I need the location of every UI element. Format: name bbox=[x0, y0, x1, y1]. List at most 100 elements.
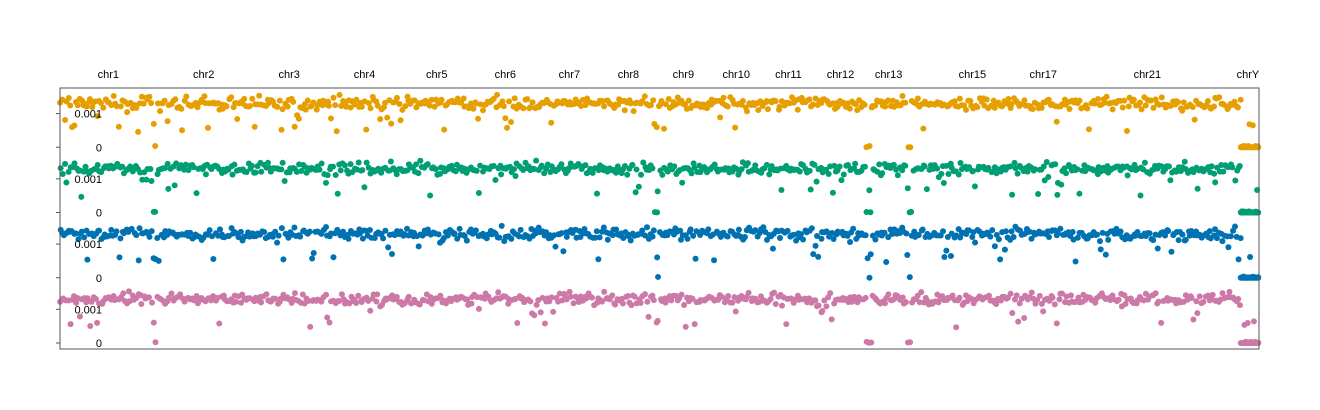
data-point bbox=[251, 123, 258, 130]
data-point bbox=[776, 235, 783, 242]
data-point bbox=[316, 166, 323, 173]
data-point bbox=[1113, 225, 1120, 232]
data-point bbox=[852, 160, 859, 167]
data-point bbox=[1014, 170, 1021, 177]
data-point bbox=[1043, 158, 1050, 165]
data-point bbox=[593, 190, 600, 197]
data-point bbox=[276, 97, 283, 104]
data-point bbox=[815, 253, 822, 260]
data-point bbox=[1219, 238, 1226, 245]
data-point bbox=[359, 235, 366, 242]
data-point bbox=[73, 299, 80, 306]
data-point bbox=[187, 229, 194, 236]
data-point bbox=[809, 101, 816, 108]
data-point bbox=[899, 167, 906, 174]
data-point bbox=[784, 227, 791, 234]
data-point bbox=[1216, 94, 1223, 101]
data-point bbox=[272, 295, 279, 302]
data-point bbox=[1067, 292, 1074, 299]
data-point bbox=[382, 99, 389, 106]
data-point bbox=[494, 91, 501, 98]
data-point bbox=[1247, 254, 1254, 261]
data-point bbox=[1236, 163, 1243, 170]
data-point bbox=[947, 253, 954, 260]
data-point bbox=[1179, 231, 1186, 238]
data-point bbox=[902, 99, 909, 106]
data-point bbox=[810, 251, 817, 258]
data-point bbox=[252, 169, 259, 176]
data-point bbox=[902, 299, 909, 306]
data-point bbox=[1059, 290, 1066, 297]
data-point bbox=[1045, 96, 1052, 103]
data-point bbox=[148, 100, 155, 107]
data-point bbox=[724, 103, 731, 110]
data-point bbox=[1255, 274, 1262, 281]
data-point bbox=[635, 183, 642, 190]
data-point bbox=[661, 125, 668, 132]
data-point bbox=[172, 96, 179, 103]
y-tick-label: 0.001 bbox=[74, 174, 102, 186]
data-point bbox=[1155, 298, 1162, 305]
data-point bbox=[821, 297, 828, 304]
data-point bbox=[468, 300, 475, 307]
data-point bbox=[155, 257, 162, 264]
data-point bbox=[834, 103, 841, 110]
data-point bbox=[353, 300, 360, 307]
data-point bbox=[769, 245, 776, 252]
data-point bbox=[1084, 105, 1091, 112]
data-point bbox=[732, 308, 739, 315]
data-point bbox=[1209, 291, 1216, 298]
data-point bbox=[899, 294, 906, 301]
data-point bbox=[1130, 96, 1137, 103]
data-point bbox=[796, 168, 803, 175]
data-point bbox=[223, 103, 230, 110]
data-point bbox=[146, 233, 153, 240]
data-point bbox=[800, 236, 807, 243]
data-point bbox=[472, 227, 479, 234]
y-tick-label: 0 bbox=[96, 338, 102, 350]
data-point bbox=[718, 293, 725, 300]
data-point bbox=[1101, 99, 1108, 106]
data-point bbox=[1150, 104, 1157, 111]
data-point bbox=[498, 171, 505, 178]
data-point bbox=[567, 293, 574, 300]
data-point bbox=[1236, 302, 1243, 309]
data-point bbox=[367, 307, 374, 314]
data-point bbox=[889, 230, 896, 237]
data-point bbox=[539, 294, 546, 301]
data-point bbox=[866, 274, 873, 281]
data-point bbox=[88, 298, 95, 305]
data-point bbox=[1035, 191, 1042, 198]
data-point bbox=[570, 300, 577, 307]
data-point bbox=[432, 166, 439, 173]
data-point bbox=[405, 293, 412, 300]
data-point bbox=[67, 321, 74, 328]
y-tick-label: 0 bbox=[96, 208, 102, 220]
data-point bbox=[1051, 301, 1058, 308]
data-point bbox=[944, 234, 951, 241]
data-point bbox=[330, 254, 337, 261]
data-point bbox=[1028, 289, 1035, 296]
data-point bbox=[1009, 309, 1016, 316]
data-point bbox=[627, 237, 634, 244]
data-point bbox=[510, 166, 517, 173]
data-point bbox=[358, 103, 365, 110]
data-point bbox=[1250, 318, 1257, 325]
data-point bbox=[194, 104, 201, 111]
data-point bbox=[923, 296, 930, 303]
data-point bbox=[228, 94, 235, 101]
data-point bbox=[426, 102, 433, 109]
data-point bbox=[788, 295, 795, 302]
data-point bbox=[724, 233, 731, 240]
data-point bbox=[1007, 163, 1014, 170]
data-point bbox=[581, 226, 588, 233]
data-point bbox=[601, 103, 608, 110]
data-point bbox=[75, 236, 82, 243]
data-point bbox=[1097, 246, 1104, 253]
data-point bbox=[1031, 166, 1038, 173]
data-point bbox=[1109, 106, 1116, 113]
data-point bbox=[190, 164, 197, 171]
data-point bbox=[960, 102, 967, 109]
data-point bbox=[108, 226, 115, 233]
data-point bbox=[291, 290, 298, 297]
